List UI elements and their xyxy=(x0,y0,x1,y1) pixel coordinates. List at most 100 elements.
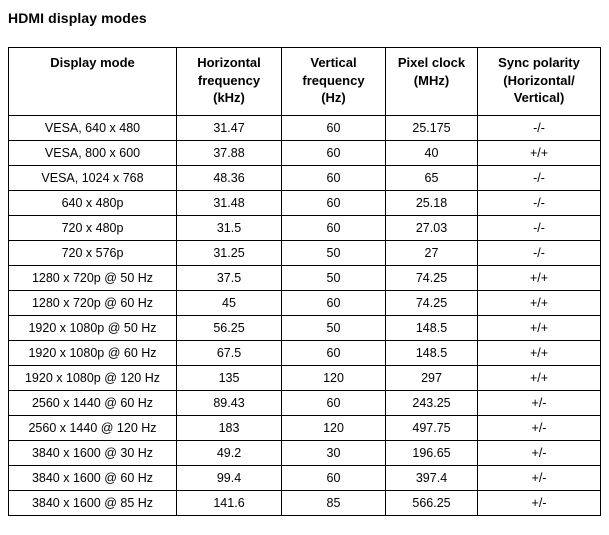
cell-display-mode: 1280 x 720p @ 60 Hz xyxy=(8,289,177,316)
table-row: 1920 x 1080p @ 60 Hz 67.5 60 148.5 +/+ xyxy=(8,339,601,366)
cell-horizontal-frequency: 141.6 xyxy=(176,489,282,516)
table-row: VESA, 640 x 480 31.47 60 25.175 -/- xyxy=(8,114,601,141)
cell-display-mode: 1920 x 1080p @ 60 Hz xyxy=(8,339,177,366)
cell-horizontal-frequency: 135 xyxy=(176,364,282,391)
table-row: 3840 x 1600 @ 85 Hz 141.6 85 566.25 +/- xyxy=(8,489,601,516)
table-row: 1280 x 720p @ 60 Hz 45 60 74.25 +/+ xyxy=(8,289,601,316)
cell-display-mode: VESA, 1024 x 768 xyxy=(8,164,177,191)
table-row: 640 x 480p 31.48 60 25.18 -/- xyxy=(8,189,601,216)
cell-horizontal-frequency: 31.48 xyxy=(176,189,282,216)
cell-horizontal-frequency: 37.5 xyxy=(176,264,282,291)
cell-display-mode: 3840 x 1600 @ 30 Hz xyxy=(8,439,177,466)
cell-display-mode: 640 x 480p xyxy=(8,189,177,216)
cell-sync-polarity: +/- xyxy=(477,464,601,491)
cell-horizontal-frequency: 48.36 xyxy=(176,164,282,191)
cell-horizontal-frequency: 99.4 xyxy=(176,464,282,491)
cell-display-mode: 2560 x 1440 @ 60 Hz xyxy=(8,389,177,416)
page-title: HDMI display modes xyxy=(8,10,147,26)
cell-vertical-frequency: 30 xyxy=(281,439,386,466)
cell-horizontal-frequency: 89.43 xyxy=(176,389,282,416)
cell-horizontal-frequency: 67.5 xyxy=(176,339,282,366)
cell-pixel-clock: 74.25 xyxy=(385,264,478,291)
table-row: 3840 x 1600 @ 30 Hz 49.2 30 196.65 +/- xyxy=(8,439,601,466)
cell-sync-polarity: -/- xyxy=(477,239,601,266)
cell-vertical-frequency: 60 xyxy=(281,164,386,191)
table-row: 2560 x 1440 @ 120 Hz 183 120 497.75 +/- xyxy=(8,414,601,441)
cell-pixel-clock: 27 xyxy=(385,239,478,266)
cell-vertical-frequency: 85 xyxy=(281,489,386,516)
table-row: 720 x 576p 31.25 50 27 -/- xyxy=(8,239,601,266)
table-header-row: Display mode Horizontal frequency (kHz) Ve… xyxy=(8,47,601,116)
cell-pixel-clock: 27.03 xyxy=(385,214,478,241)
cell-vertical-frequency: 60 xyxy=(281,139,386,166)
cell-horizontal-frequency: 183 xyxy=(176,414,282,441)
table-row: 3840 x 1600 @ 60 Hz 99.4 60 397.4 +/- xyxy=(8,464,601,491)
cell-display-mode: 3840 x 1600 @ 60 Hz xyxy=(8,464,177,491)
cell-pixel-clock: 243.25 xyxy=(385,389,478,416)
column-header-pixel-clock: Pixel clock (MHz) xyxy=(385,47,478,116)
cell-vertical-frequency: 60 xyxy=(281,389,386,416)
cell-pixel-clock: 148.5 xyxy=(385,339,478,366)
cell-vertical-frequency: 60 xyxy=(281,464,386,491)
cell-sync-polarity: -/- xyxy=(477,214,601,241)
cell-sync-polarity: -/- xyxy=(477,114,601,141)
cell-display-mode: 3840 x 1600 @ 85 Hz xyxy=(8,489,177,516)
cell-pixel-clock: 148.5 xyxy=(385,314,478,341)
cell-pixel-clock: 566.25 xyxy=(385,489,478,516)
cell-display-mode: VESA, 640 x 480 xyxy=(8,114,177,141)
cell-display-mode: 1920 x 1080p @ 120 Hz xyxy=(8,364,177,391)
cell-pixel-clock: 397.4 xyxy=(385,464,478,491)
cell-pixel-clock: 40 xyxy=(385,139,478,166)
cell-sync-polarity: +/- xyxy=(477,439,601,466)
cell-vertical-frequency: 60 xyxy=(281,114,386,141)
cell-sync-polarity: +/+ xyxy=(477,364,601,391)
cell-sync-polarity: +/- xyxy=(477,389,601,416)
table-row: 2560 x 1440 @ 60 Hz 89.43 60 243.25 +/- xyxy=(8,389,601,416)
table-row: 720 x 480p 31.5 60 27.03 -/- xyxy=(8,214,601,241)
cell-vertical-frequency: 50 xyxy=(281,264,386,291)
hdmi-display-modes-table: Display mode Horizontal frequency (kHz) Ve… xyxy=(8,47,601,516)
table-row: 1920 x 1080p @ 120 Hz 135 120 297 +/+ xyxy=(8,364,601,391)
table-row: 1280 x 720p @ 50 Hz 37.5 50 74.25 +/+ xyxy=(8,264,601,291)
cell-pixel-clock: 25.18 xyxy=(385,189,478,216)
cell-sync-polarity: +/- xyxy=(477,414,601,441)
cell-horizontal-frequency: 37.88 xyxy=(176,139,282,166)
column-header-display-mode: Display mode xyxy=(8,47,177,116)
cell-vertical-frequency: 120 xyxy=(281,414,386,441)
cell-horizontal-frequency: 45 xyxy=(176,289,282,316)
table-row: VESA, 800 x 600 37.88 60 40 +/+ xyxy=(8,139,601,166)
cell-display-mode: 1280 x 720p @ 50 Hz xyxy=(8,264,177,291)
column-header-vertical-frequency: Vertical frequency (Hz) xyxy=(281,47,386,116)
cell-pixel-clock: 497.75 xyxy=(385,414,478,441)
cell-display-mode: 720 x 576p xyxy=(8,239,177,266)
cell-vertical-frequency: 120 xyxy=(281,364,386,391)
cell-sync-polarity: -/- xyxy=(477,164,601,191)
table-header: Display mode Horizontal frequency (kHz) Ve… xyxy=(8,47,601,116)
cell-display-mode: 720 x 480p xyxy=(8,214,177,241)
table-row: 1920 x 1080p @ 50 Hz 56.25 50 148.5 +/+ xyxy=(8,314,601,341)
column-header-horizontal-frequency: Horizontal frequency (kHz) xyxy=(176,47,282,116)
cell-pixel-clock: 25.175 xyxy=(385,114,478,141)
cell-vertical-frequency: 60 xyxy=(281,214,386,241)
cell-pixel-clock: 297 xyxy=(385,364,478,391)
cell-display-mode: 2560 x 1440 @ 120 Hz xyxy=(8,414,177,441)
cell-sync-polarity: +/- xyxy=(477,489,601,516)
cell-sync-polarity: +/+ xyxy=(477,139,601,166)
cell-sync-polarity: -/- xyxy=(477,189,601,216)
cell-display-mode: 1920 x 1080p @ 50 Hz xyxy=(8,314,177,341)
cell-horizontal-frequency: 31.5 xyxy=(176,214,282,241)
cell-pixel-clock: 196.65 xyxy=(385,439,478,466)
cell-vertical-frequency: 60 xyxy=(281,289,386,316)
cell-horizontal-frequency: 31.25 xyxy=(176,239,282,266)
cell-pixel-clock: 74.25 xyxy=(385,289,478,316)
table-body: VESA, 640 x 480 31.47 60 25.175 -/- VESA, 800… xyxy=(8,114,601,516)
cell-vertical-frequency: 50 xyxy=(281,239,386,266)
cell-vertical-frequency: 50 xyxy=(281,314,386,341)
manual-page: HDMI display modes Display mode Horizonta… xyxy=(8,10,601,516)
cell-vertical-frequency: 60 xyxy=(281,339,386,366)
cell-pixel-clock: 65 xyxy=(385,164,478,191)
cell-vertical-frequency: 60 xyxy=(281,189,386,216)
table-row: VESA, 1024 x 768 48.36 60 65 -/- xyxy=(8,164,601,191)
cell-sync-polarity: +/+ xyxy=(477,314,601,341)
cell-horizontal-frequency: 31.47 xyxy=(176,114,282,141)
